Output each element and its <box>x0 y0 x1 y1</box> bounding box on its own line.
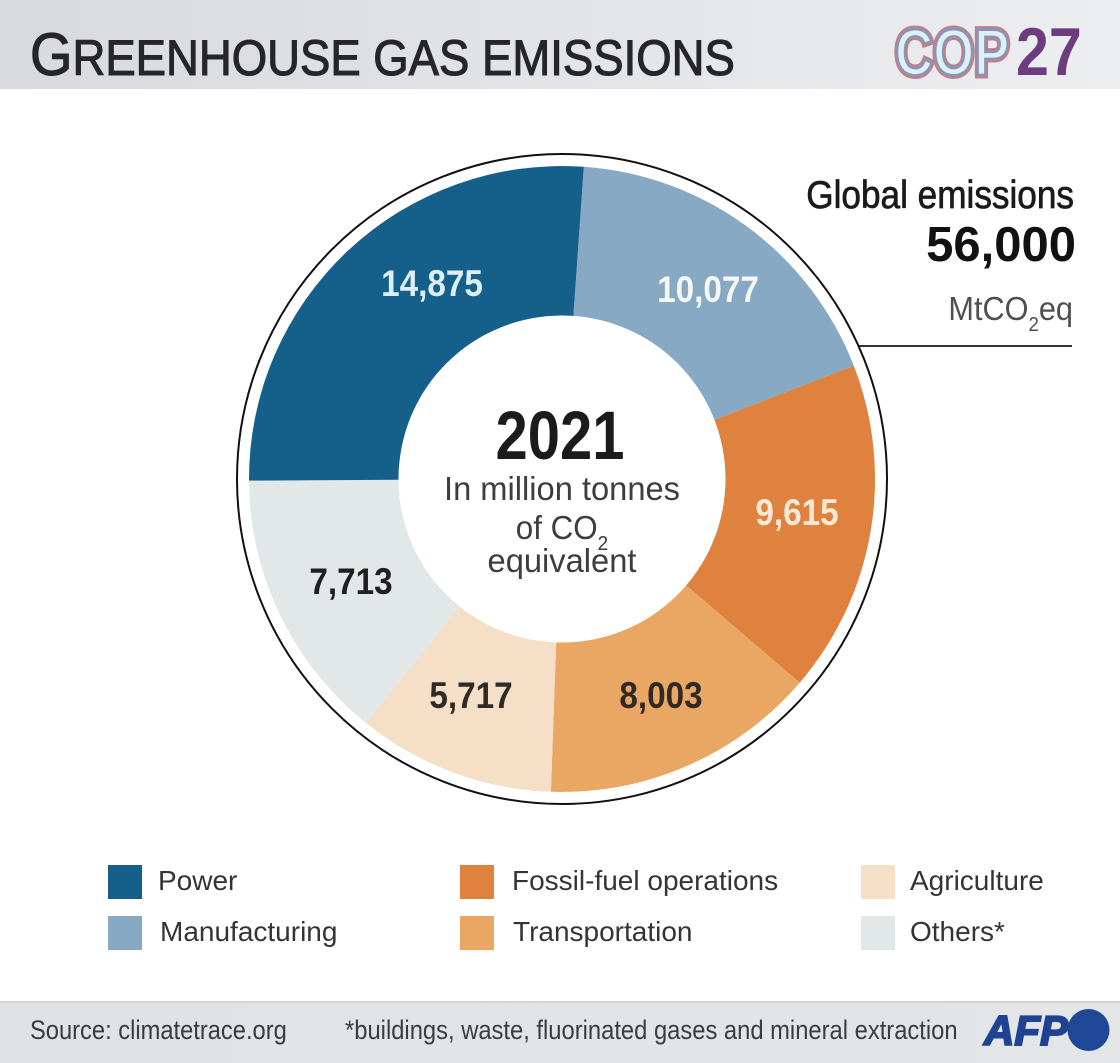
svg-text:In million tonnes: In million tonnes <box>444 470 680 507</box>
svg-text:5,717: 5,717 <box>429 675 512 716</box>
svg-text:Transportation: Transportation <box>513 916 693 947</box>
svg-text:COP: COP <box>895 15 1009 89</box>
svg-text:Agriculture: Agriculture <box>910 865 1044 896</box>
svg-text:7,713: 7,713 <box>309 561 392 602</box>
svg-text:9,615: 9,615 <box>755 492 838 533</box>
svg-text:8,003: 8,003 <box>619 675 702 716</box>
svg-text:10,077: 10,077 <box>657 269 759 310</box>
svg-text:Fossil-fuel operations: Fossil-fuel operations <box>512 865 778 896</box>
svg-text:COP: COP <box>895 15 1009 89</box>
svg-text:Power: Power <box>158 865 237 896</box>
svg-text:14,875: 14,875 <box>381 263 483 304</box>
svg-text:Global emissions: Global emissions <box>806 172 1074 216</box>
svg-text:*buildings, waste, fluorinated: *buildings, waste, fluorinated gases and… <box>345 1016 958 1046</box>
svg-text:equivalent: equivalent <box>488 542 637 579</box>
svg-text:GREENHOUSE GAS EMISSIONS: GREENHOUSE GAS EMISSIONS <box>30 22 735 89</box>
svg-text:Source: climatetrace.org: Source: climatetrace.org <box>30 1016 287 1046</box>
svg-text:27: 27 <box>1016 13 1082 90</box>
svg-text:Manufacturing: Manufacturing <box>160 916 337 947</box>
svg-text:Others*: Others* <box>910 916 1005 947</box>
svg-text:56,000: 56,000 <box>926 218 1076 272</box>
svg-text:MtCO2eq: MtCO2eq <box>948 290 1073 336</box>
svg-text:2021: 2021 <box>496 396 625 474</box>
svg-text:AFP: AFP <box>983 1007 1069 1054</box>
